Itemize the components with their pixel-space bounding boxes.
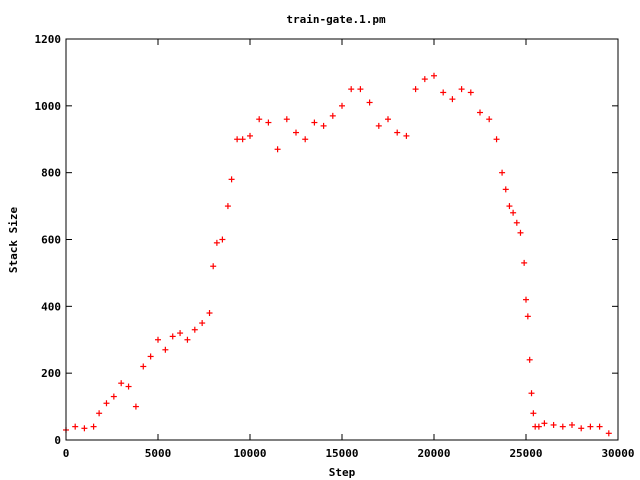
data-point bbox=[530, 410, 537, 417]
data-point bbox=[528, 390, 535, 397]
data-point bbox=[521, 259, 528, 266]
x-tick-label: 10000 bbox=[233, 447, 266, 460]
data-point bbox=[366, 99, 373, 106]
data-point bbox=[96, 410, 103, 417]
data-point bbox=[477, 109, 483, 116]
data-point bbox=[535, 423, 542, 430]
data-point bbox=[125, 383, 132, 390]
data-point bbox=[375, 122, 382, 129]
data-point bbox=[72, 423, 79, 430]
x-tick-label: 15000 bbox=[325, 447, 358, 460]
data-point bbox=[339, 102, 345, 109]
data-point bbox=[550, 421, 557, 428]
data-point bbox=[605, 430, 612, 437]
data-point bbox=[541, 420, 548, 427]
data-point bbox=[596, 423, 603, 430]
x-tick-label: 5000 bbox=[145, 447, 172, 460]
data-point bbox=[283, 116, 290, 123]
y-tick-label: 0 bbox=[54, 434, 61, 447]
data-point bbox=[206, 310, 213, 317]
data-point bbox=[431, 72, 437, 79]
data-point bbox=[506, 203, 513, 210]
data-point bbox=[265, 119, 272, 126]
data-point bbox=[147, 353, 154, 360]
data-point bbox=[320, 122, 327, 129]
data-point bbox=[256, 116, 263, 123]
data-point bbox=[578, 425, 585, 432]
data-point bbox=[311, 119, 318, 126]
data-point bbox=[81, 425, 88, 432]
y-tick-label: 1200 bbox=[35, 33, 62, 46]
data-point bbox=[110, 393, 117, 400]
data-point bbox=[421, 76, 428, 83]
data-point bbox=[458, 86, 465, 93]
data-point bbox=[440, 89, 447, 96]
data-point bbox=[394, 129, 401, 136]
data-point bbox=[184, 336, 191, 343]
x-tick-label: 0 bbox=[63, 447, 70, 460]
x-axis-label: Step bbox=[329, 466, 356, 479]
data-point bbox=[329, 112, 336, 119]
data-point bbox=[385, 116, 391, 123]
data-point bbox=[493, 136, 500, 143]
data-point bbox=[513, 219, 520, 226]
data-point bbox=[247, 132, 253, 139]
data-point bbox=[502, 186, 509, 193]
y-tick-label: 400 bbox=[41, 300, 61, 313]
data-point bbox=[274, 146, 281, 153]
data-points bbox=[63, 72, 612, 437]
y-tick-label: 600 bbox=[41, 234, 61, 247]
data-point bbox=[510, 209, 517, 216]
data-point bbox=[524, 313, 531, 320]
data-point bbox=[403, 132, 410, 139]
data-point bbox=[228, 176, 235, 183]
data-point bbox=[449, 96, 456, 103]
data-point bbox=[234, 136, 241, 143]
data-point bbox=[191, 326, 198, 333]
data-point bbox=[162, 346, 169, 353]
y-tick-label: 200 bbox=[41, 367, 61, 380]
data-point bbox=[499, 169, 506, 176]
data-point bbox=[224, 203, 231, 210]
data-point bbox=[169, 333, 176, 340]
data-point bbox=[118, 380, 125, 387]
data-point bbox=[523, 296, 529, 303]
data-point bbox=[210, 263, 217, 270]
data-point bbox=[348, 86, 355, 93]
data-point bbox=[177, 330, 184, 337]
data-point bbox=[302, 136, 309, 143]
plot-frame bbox=[65, 38, 619, 441]
data-point bbox=[219, 236, 226, 243]
chart-title: train-gate.1.pm bbox=[286, 13, 386, 26]
data-point bbox=[357, 86, 364, 93]
data-point bbox=[486, 116, 493, 123]
data-point bbox=[140, 363, 147, 370]
data-point bbox=[559, 423, 566, 430]
data-point bbox=[103, 400, 110, 407]
data-point bbox=[587, 423, 594, 430]
data-point bbox=[412, 86, 419, 93]
data-point bbox=[239, 136, 246, 143]
data-point bbox=[90, 423, 97, 430]
y-tick-label: 800 bbox=[41, 167, 61, 180]
data-point bbox=[467, 89, 474, 96]
x-tick-label: 30000 bbox=[601, 447, 634, 460]
data-point bbox=[199, 320, 206, 327]
data-point bbox=[569, 421, 575, 428]
axis-ticks: 0 5000 10000 15000 20000 25000 30000 0 200 400 600… bbox=[35, 33, 635, 460]
data-point bbox=[155, 336, 161, 343]
data-point bbox=[517, 229, 524, 236]
data-point bbox=[526, 356, 533, 363]
x-tick-label: 25000 bbox=[509, 447, 542, 460]
y-tick-label: 1000 bbox=[35, 100, 62, 113]
data-point bbox=[293, 129, 299, 136]
data-point bbox=[132, 403, 139, 410]
y-axis-label: Stack Size bbox=[7, 207, 20, 274]
data-point bbox=[213, 239, 220, 246]
x-tick-label: 20000 bbox=[417, 447, 450, 460]
